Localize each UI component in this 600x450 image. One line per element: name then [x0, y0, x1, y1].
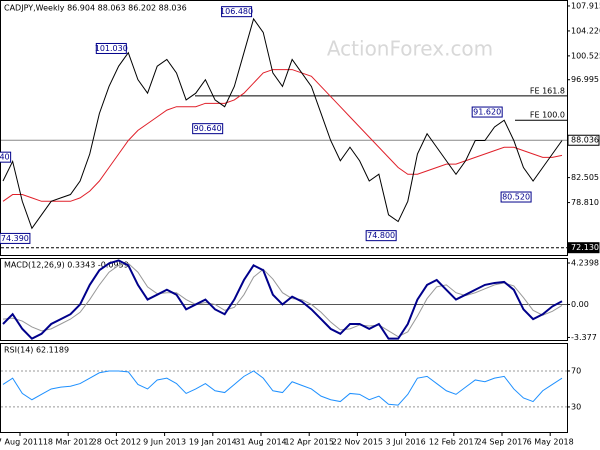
annotation-box [365, 230, 397, 242]
fe-label: FE 100.0 [530, 111, 565, 120]
y-tick-label: 78.810 [571, 198, 599, 207]
moving-average [2, 69, 563, 202]
annotation-box [221, 6, 253, 18]
macd-line [2, 259, 563, 340]
annotation-box [95, 42, 127, 54]
x-tick-label: 9 Jun 2013 [143, 438, 186, 447]
x-tick-label: 18 Mar 2012 [43, 438, 94, 447]
annotation-label: 101.030 [95, 44, 128, 53]
x-tick-label: 22 Nov 2015 [332, 438, 383, 447]
x-tick-label: 24 Sep 2017 [477, 438, 528, 447]
annotation-box [500, 191, 532, 203]
level-box [567, 242, 600, 254]
price-line [2, 17, 563, 230]
annotation-box [0, 151, 12, 163]
annotation-label: 90.640 [194, 124, 222, 133]
annotation-label: 91.620 [473, 108, 501, 117]
x-tick-label: 12 Feb 2017 [429, 438, 479, 447]
y-tick-label: 104.220 [571, 26, 600, 35]
rsi-title: RSI(14) 62.1189 [4, 346, 69, 355]
x-tick-label: 7 Aug 2011 [0, 438, 43, 447]
y-tick-label: 100.525 [571, 51, 600, 60]
annotation-label: 80.520 [502, 193, 530, 202]
y-tick-label: 0.00 [571, 300, 589, 309]
y-tick-label: 30 [571, 402, 581, 411]
y-tick-label: 82.505 [571, 173, 599, 182]
level-label: 72.130 [571, 243, 599, 252]
annotation-label: 106.480 [220, 7, 253, 16]
y-tick-label: 70 [571, 366, 581, 375]
x-tick-label: 31 Aug 2014 [235, 438, 286, 447]
level-box [567, 134, 600, 146]
macd-title: MACD(12,26,9) 0.3343 -0.0959 [4, 261, 129, 270]
annotation-label: 74.390 [1, 234, 29, 243]
y-tick-label: -3.377 [571, 333, 597, 342]
rsi-line [2, 370, 563, 406]
chart-title: CADJPY,Weekly 86.904 88.063 86.202 88.03… [4, 4, 187, 13]
x-tick-label: 28 Oct 2012 [92, 438, 141, 447]
level-label: 88.036 [571, 136, 599, 145]
annotation-box [471, 106, 503, 118]
x-tick-label: 19 Jan 2014 [189, 438, 237, 447]
y-tick-label: 4.2398 [571, 259, 599, 268]
macd-signal [2, 262, 563, 338]
fe-label: FE 161.8 [530, 86, 565, 95]
watermark: ActionForex.com [327, 37, 493, 61]
x-tick-label: 3 Jul 2016 [386, 438, 426, 447]
rsi-panel [0, 343, 568, 433]
price-panel [0, 0, 568, 256]
macd-panel [0, 258, 568, 341]
annotation-label: 74.800 [367, 231, 395, 240]
x-tick-label: 6 May 2018 [527, 438, 574, 447]
annotation-box [0, 232, 31, 244]
annotation-label: 84.940 [0, 153, 10, 162]
y-tick-label: 96.995 [571, 75, 599, 84]
y-tick-label: 107.915 [571, 1, 600, 10]
x-tick-label: 12 Apr 2015 [284, 438, 333, 447]
annotation-box [192, 123, 224, 135]
